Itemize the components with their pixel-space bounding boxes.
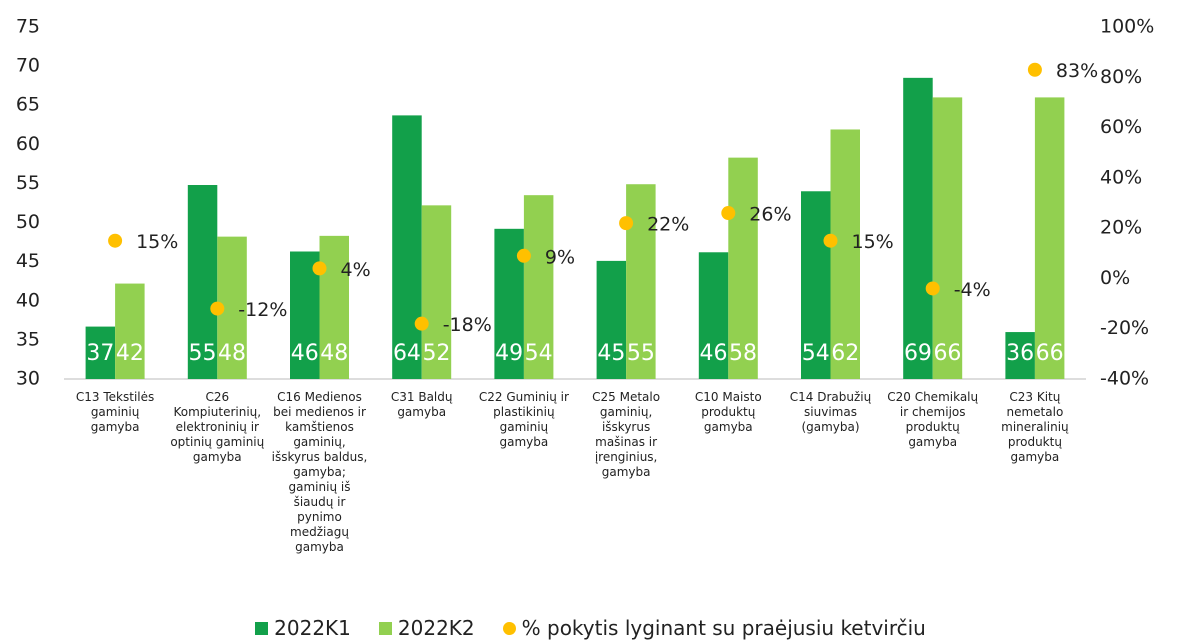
x-tick-label: C16 Medienos bei medienos ir kamštienos …	[271, 390, 368, 554]
point	[619, 216, 634, 231]
point	[1027, 62, 1042, 77]
data-label: 4%	[341, 259, 371, 281]
y-tick-label: 55	[16, 172, 40, 194]
data-label: 55	[189, 341, 217, 366]
x-tick-label: C25 Metalo gaminių, išskyrus mašinas ir …	[592, 390, 661, 479]
bar	[596, 260, 627, 379]
data-label: 26%	[749, 204, 791, 226]
bar	[187, 185, 218, 379]
y-tick-label: 40	[16, 289, 40, 311]
data-label: 55	[627, 341, 655, 366]
point	[823, 233, 838, 248]
data-label: 48	[320, 341, 348, 366]
bar	[115, 283, 145, 379]
y2-tick-label: 80%	[1100, 66, 1142, 88]
data-label: 62	[831, 341, 859, 366]
point	[721, 206, 736, 221]
data-label: 42	[116, 341, 144, 366]
data-label: 46	[700, 341, 728, 366]
data-label: 37	[86, 341, 114, 366]
data-label: 22%	[647, 214, 689, 236]
bar	[932, 97, 963, 380]
legend-swatch	[378, 622, 392, 635]
point	[312, 261, 327, 276]
data-label: 15%	[136, 231, 178, 253]
data-label: 49	[495, 341, 523, 366]
bar	[392, 115, 422, 379]
y-tick-label: 65	[16, 94, 40, 116]
y2-tick-label: -20%	[1100, 317, 1149, 339]
data-label: 64	[393, 341, 421, 366]
legend: 2022K1 2022K2 % pokytis lyginant su praėju…	[0, 616, 1181, 640]
y-tick-label: 60	[16, 133, 40, 155]
y-tick-label: 50	[16, 211, 40, 233]
x-tick-label: C22 Guminių ir plastikinių gaminių gamyb…	[478, 390, 569, 449]
data-label: 58	[729, 341, 757, 366]
x-tick-label: C13 Tekstilės gaminių gamyba	[75, 390, 155, 434]
data-label: 54	[802, 341, 830, 366]
bar	[626, 184, 656, 379]
x-tick-label: C23 Kitų nemetalo mineralinių produktų g…	[1001, 390, 1069, 464]
bar	[421, 205, 452, 379]
legend-label: 2022K1	[274, 616, 351, 640]
data-label: 52	[422, 341, 450, 366]
bar	[728, 157, 758, 379]
y-tick-label: 45	[16, 250, 40, 272]
legend-label: % pokytis lyginant su praėjusiu ketvirči…	[521, 616, 926, 640]
x-tick-label: C10 Maisto produktų gamyba	[694, 390, 762, 434]
legend-item: 2022K2	[378, 616, 475, 640]
data-label: 48	[218, 341, 246, 366]
legend-item: 2022K1	[255, 616, 351, 640]
bar	[1034, 97, 1065, 380]
x-tick-label: C26 Kompiuterinių, elektroninių ir optin…	[170, 390, 265, 464]
y-tick-label: 70	[16, 55, 40, 77]
point	[414, 316, 429, 331]
y2-tick-label: -40%	[1100, 368, 1149, 390]
data-label: 69	[904, 341, 932, 366]
bar	[85, 326, 116, 379]
y2-tick-label: 60%	[1100, 116, 1142, 138]
point	[516, 248, 531, 263]
legend-label: 2022K2	[397, 616, 475, 640]
data-label: 15%	[852, 231, 894, 253]
data-label: 46	[291, 341, 319, 366]
data-label: -4%	[954, 279, 991, 301]
data-label: -18%	[443, 314, 492, 336]
bar	[523, 195, 554, 379]
x-tick-label: C14 Drabužių siuvimas (gamyba)	[789, 390, 872, 434]
data-label: 9%	[545, 246, 575, 268]
bar	[319, 235, 349, 379]
bar	[903, 77, 933, 379]
y-tick-label: 30	[16, 368, 40, 390]
bar	[698, 252, 729, 379]
legend-swatch	[502, 622, 516, 635]
y2-tick-label: 40%	[1100, 166, 1142, 188]
data-label: 83%	[1056, 60, 1098, 82]
y-tick-label: 35	[16, 328, 40, 350]
y2-tick-label: 0%	[1100, 267, 1130, 289]
data-label: -12%	[238, 299, 287, 321]
y2-tick-label: 100%	[1100, 16, 1154, 38]
bar	[830, 129, 860, 379]
point	[210, 301, 225, 316]
bar	[1005, 332, 1035, 379]
y2-tick-label: 20%	[1100, 217, 1142, 239]
x-tick-label: C31 Baldų gamyba	[390, 390, 453, 419]
data-label: 66	[933, 341, 961, 366]
data-label: 54	[525, 341, 553, 366]
y-tick-label: 75	[16, 16, 40, 38]
x-tick-label: C20 Chemikalų ir chemijos produktų gamyb…	[887, 390, 979, 449]
data-label: 45	[597, 341, 625, 366]
data-label: 66	[1036, 341, 1064, 366]
legend-swatch	[255, 622, 269, 635]
legend-item: % pokytis lyginant su praėjusiu ketvirči…	[502, 616, 926, 640]
bar	[801, 191, 831, 379]
point	[925, 281, 940, 296]
data-label: 36	[1006, 341, 1034, 366]
point	[108, 233, 123, 248]
